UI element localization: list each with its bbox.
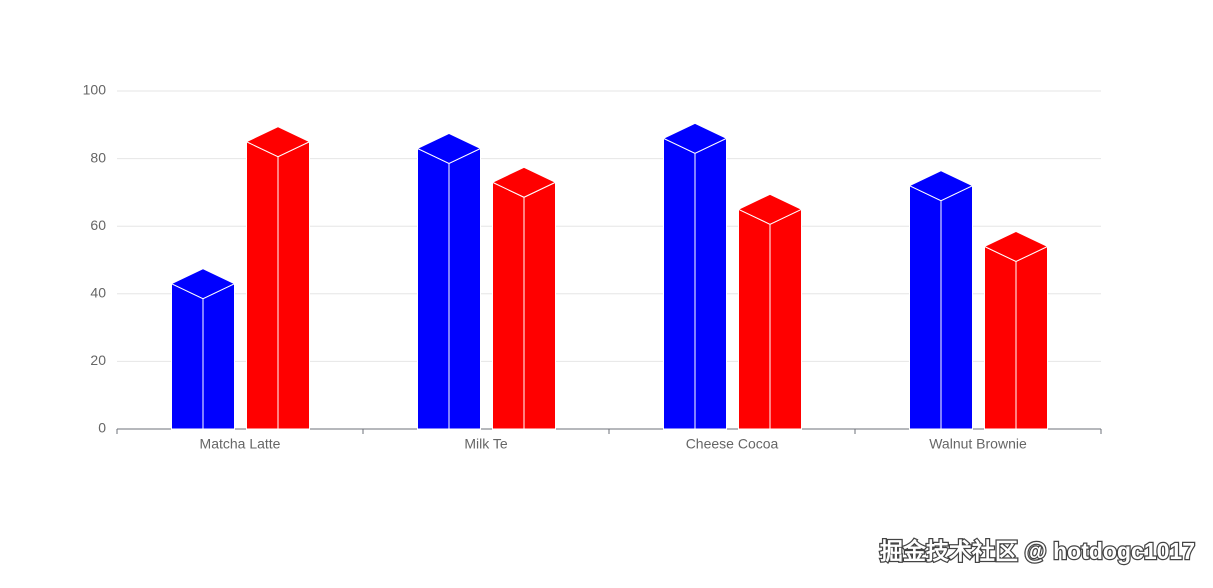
y-tick-label: 100 <box>83 82 107 98</box>
y-tick-label: 80 <box>90 149 106 165</box>
bar-left-face <box>738 208 771 430</box>
x-tick-label: Walnut Brownie <box>929 436 1027 452</box>
bar-left-face <box>909 184 942 430</box>
bar-right-face <box>1015 245 1048 430</box>
bar-left-face <box>663 137 696 430</box>
y-tick-label: 60 <box>90 217 106 233</box>
bar-top-face <box>416 132 482 165</box>
bar-right-face <box>202 282 235 430</box>
bar-right-face <box>448 147 481 430</box>
bar-top-face <box>245 126 311 158</box>
bar-top-face <box>662 122 728 154</box>
bar-left-face <box>492 181 525 430</box>
bar-right-face <box>769 208 802 430</box>
y-tick-label: 40 <box>90 285 106 301</box>
bar-top-face <box>908 170 974 202</box>
watermark: 掘金技术社区 @ hotdogc1017 <box>880 538 1195 564</box>
x-tick-label: Cheese Cocoa <box>686 436 779 452</box>
x-tick-label: Milk Te <box>464 436 508 452</box>
bar-top-face <box>737 193 803 225</box>
bar-left-face <box>417 147 450 430</box>
bar-top-face <box>491 166 557 198</box>
bar-left-face <box>984 245 1017 430</box>
y-tick-label: 0 <box>98 420 106 436</box>
y-tick-label: 20 <box>90 352 106 368</box>
bar-left-face <box>171 282 204 430</box>
x-tick-label: Matcha Latte <box>200 436 281 452</box>
bar-left-face <box>246 140 279 430</box>
bar-right-face <box>277 140 310 430</box>
bar-top-face <box>170 268 236 300</box>
bar-right-face <box>523 181 556 430</box>
bar-top-face <box>983 230 1049 263</box>
bar-right-face <box>940 184 973 430</box>
bar-right-face <box>694 137 727 430</box>
